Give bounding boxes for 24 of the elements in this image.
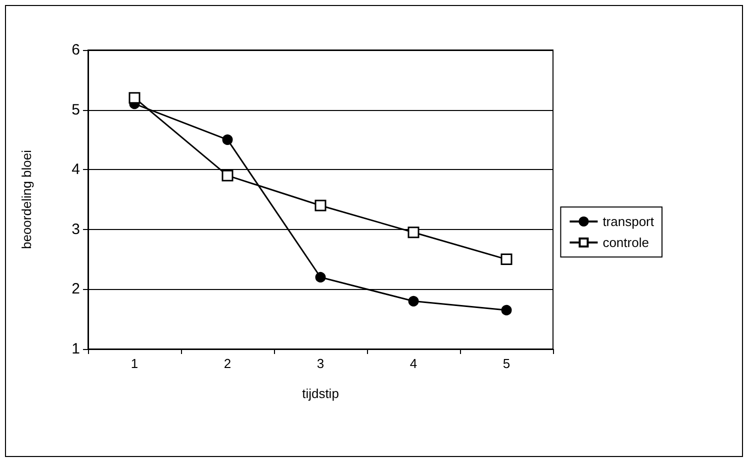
x-tick-label: 2 bbox=[224, 356, 232, 371]
point bbox=[128, 92, 140, 104]
y-tick-label: 6 bbox=[72, 42, 80, 58]
x-tick-label: 4 bbox=[410, 356, 418, 371]
x-tick-label: 5 bbox=[502, 356, 510, 371]
x-axis-title: tijdstip bbox=[302, 386, 339, 401]
point bbox=[408, 226, 420, 238]
legend-label: controle bbox=[602, 235, 649, 250]
point bbox=[222, 170, 234, 182]
point bbox=[222, 134, 233, 145]
point bbox=[501, 304, 512, 316]
point bbox=[500, 254, 512, 266]
y-tick-label: 3 bbox=[72, 220, 80, 238]
y-tick-label: 4 bbox=[72, 161, 80, 178]
point bbox=[315, 272, 326, 282]
legend-label: transport bbox=[602, 214, 654, 229]
y-tick-label: 1 bbox=[72, 340, 80, 358]
x-tick-label: 1 bbox=[130, 356, 138, 371]
y-axis-title: beoordeling bloei bbox=[19, 150, 34, 250]
x-tick-label: 3 bbox=[316, 356, 324, 371]
y-tick-label: 2 bbox=[72, 280, 80, 298]
point bbox=[408, 296, 419, 306]
y-tick-label: 5 bbox=[72, 101, 80, 118]
point bbox=[314, 200, 326, 212]
